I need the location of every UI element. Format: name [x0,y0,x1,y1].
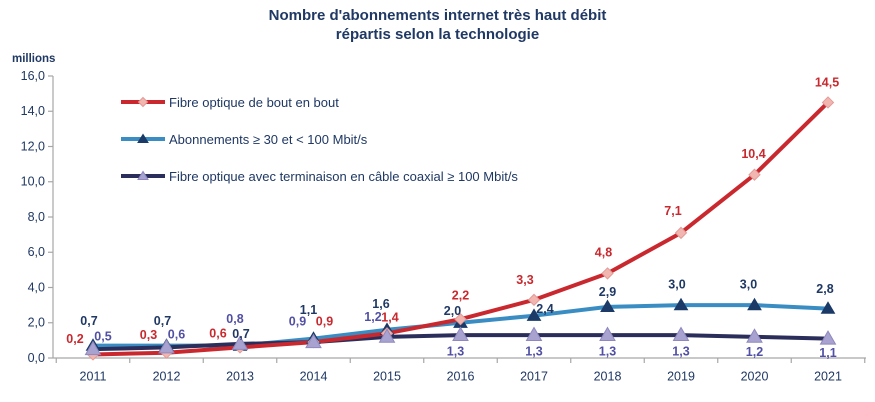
data-point-marker-coaxial [231,335,249,350]
data-label-series-1: 0,7 [232,327,249,341]
data-point-marker-fibre [821,96,835,109]
legend-marker-shape [137,170,149,180]
legend-marker-shape [137,133,149,143]
x-tick-label: 2012 [153,369,181,383]
data-label-series-1: 3,0 [668,277,685,291]
data-point-marker-fibre [601,267,614,280]
data-label-series-1: 2,8 [816,282,833,296]
y-axis-unit-label: millions [12,53,56,65]
legend-item-cable-coaxial: Fibre optique avec terminaison en câble … [120,166,518,186]
data-point-marker-abonnements [526,308,542,321]
data-point-marker-coaxial [672,326,690,342]
data-label-series-0: 0,9 [316,314,333,328]
x-tick-label: 2015 [373,369,401,383]
legend-item-fibre-optique: Fibre optique de bout en bout [120,92,518,112]
y-tick-label: 12,0 [21,139,45,153]
data-point-marker-coaxial [819,330,837,345]
x-tick-label: 2013 [226,369,254,383]
data-label-series-0: 3,3 [516,273,533,287]
y-tick-label: 0,0 [28,351,45,365]
x-tick-label: 2017 [520,369,548,383]
y-tick-label: 4,0 [28,280,45,294]
legend-marker-abonnements-30-100-icon [121,133,165,143]
data-label-series-1: 1,6 [372,297,389,311]
data-point-marker-fibre [454,313,467,326]
data-point-marker-abonnements [747,297,762,311]
x-tick-label: 2019 [667,369,695,383]
data-point-marker-coaxial [599,326,616,342]
x-tick-label: 2016 [447,369,475,383]
legend-item-abonnements-30-100: Abonnements ≥ 30 et < 100 Mbit/s [120,129,518,149]
data-point-marker-coaxial [746,328,763,343]
legend-label-fibre-optique: Fibre optique de bout en bout [169,94,339,110]
legend-label-cable-coaxial: Fibre optique avec terminaison en câble … [169,168,518,184]
y-tick-label: 14,0 [21,104,45,118]
legend-marker-fibre-optique-icon [121,96,165,108]
data-point-marker-coaxial [525,326,543,342]
data-label-series-2: 1,2 [364,310,381,324]
data-label-series-0: 1,4 [381,311,398,325]
data-label-series-0: 14,5 [815,76,839,90]
data-label-series-1: 1,1 [300,303,317,317]
data-point-marker-fibre [748,168,761,181]
data-label-series-1: 2,9 [599,285,616,299]
data-label-series-2: 0,6 [168,328,185,342]
data-label-series-2: 0,9 [289,314,306,328]
data-point-marker-fibre [674,226,688,240]
data-label-series-0: 0,6 [209,327,226,341]
data-label-series-0: 7,1 [664,204,681,218]
data-point-marker-abonnements [600,299,615,313]
data-label-series-2: 1,2 [746,345,763,359]
y-tick-label: 2,0 [28,316,45,330]
data-point-marker-coaxial [452,326,469,342]
data-point-marker-abonnements [673,297,689,311]
y-tick-label: 16,0 [21,69,45,83]
data-point-marker-abonnements [820,301,836,314]
y-tick-label: 6,0 [28,245,45,259]
x-tick-label: 2011 [80,369,107,383]
legend-marker-shape [137,96,149,108]
data-point-marker-coaxial [378,328,396,343]
data-label-series-2: 1,3 [525,344,542,358]
data-label-series-1: 0,7 [80,314,97,328]
data-label-series-2: 0,5 [94,329,111,343]
x-tick-label: 2018 [594,369,622,383]
data-label-series-0: 4,8 [595,246,612,260]
data-point-marker-coaxial [305,333,322,349]
data-label-series-2: 0,8 [226,312,243,326]
data-label-series-1: 2,0 [444,304,461,318]
x-tick-label: 2014 [300,369,328,383]
legend: Fibre optique de bout en bout Abonnement… [120,92,518,203]
data-label-series-1: 3,0 [740,277,757,291]
data-point-marker-coaxial [158,338,175,354]
x-tick-label: 2020 [741,369,769,383]
data-label-series-2: 1,1 [819,346,836,360]
data-label-series-2: 1,3 [447,344,464,358]
data-label-series-0: 10,4 [741,147,765,161]
data-label-series-2: 1,3 [672,344,689,358]
chart-title-line2: répartis selon la technologie [335,26,540,43]
data-label-series-0: 0,3 [140,328,157,342]
data-label-series-0: 2,2 [452,289,469,303]
chart-title: Nombre d'abonnements internet très haut … [0,6,875,44]
y-tick-label: 10,0 [21,175,45,189]
legend-label-abonnements-30-100: Abonnements ≥ 30 et < 100 Mbit/s [169,131,368,147]
chart-title-line1: Nombre d'abonnements internet très haut … [268,7,607,24]
x-tick-label: 2021 [814,369,842,383]
data-point-marker-coaxial [84,340,102,356]
y-tick-label: 8,0 [28,210,45,224]
data-point-marker-fibre [527,293,541,307]
legend-marker-cable-coaxial-icon [121,170,165,180]
data-label-series-2: 1,3 [599,344,616,358]
data-label-series-1: 0,7 [154,314,171,328]
data-label-series-1: 2,4 [536,302,553,316]
data-label-series-0: 0,2 [66,332,83,346]
